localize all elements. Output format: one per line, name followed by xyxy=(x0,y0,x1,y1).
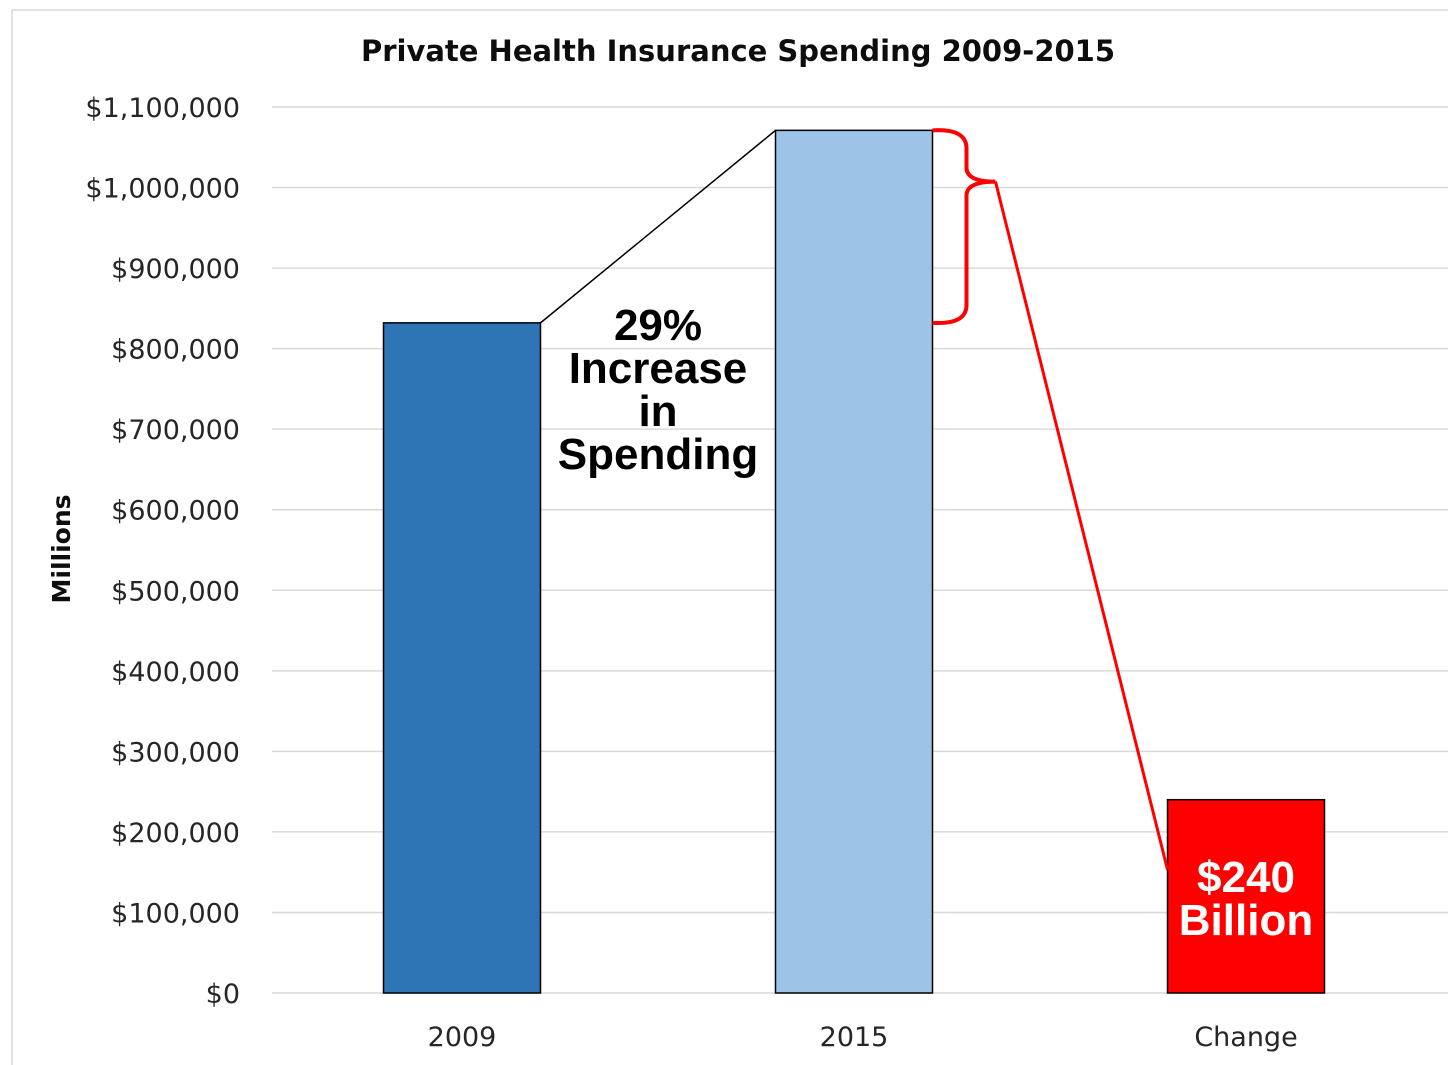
increase-connector xyxy=(540,129,776,324)
x-tick-label: Change xyxy=(1194,1022,1297,1053)
bar-change xyxy=(1166,798,1326,994)
change-annotation: $240 xyxy=(1197,853,1295,902)
increase-annotation: Spending xyxy=(558,430,758,479)
y-axis-ticks: $0 $100,000 $200,000 $300,000 $400,000 $500,0… xyxy=(85,93,240,1010)
increase-annotation: Increase xyxy=(569,344,748,393)
y-tick-label: $600,000 xyxy=(111,496,240,527)
increase-annotation: 29% xyxy=(614,301,702,350)
x-axis-labels: 2009 2015 Change xyxy=(428,1022,1298,1053)
chart-title: Private Health Insurance Spending 2009-2… xyxy=(361,34,1115,68)
y-tick-label: $200,000 xyxy=(111,818,240,849)
increase-line xyxy=(540,129,776,324)
y-tick-label: $300,000 xyxy=(111,737,240,768)
bars xyxy=(382,129,1326,994)
bar-2009 xyxy=(382,322,542,994)
bracket-pointer-line xyxy=(994,181,1169,871)
y-tick-label: $100,000 xyxy=(111,898,240,929)
change-bracket xyxy=(932,128,1169,871)
y-tick-label: $0 xyxy=(206,979,240,1010)
increase-annotation: in xyxy=(638,387,677,436)
change-annotation: Billion xyxy=(1179,896,1313,945)
y-tick-label: $400,000 xyxy=(111,657,240,688)
y-tick-label: $1,100,000 xyxy=(85,93,240,124)
x-tick-label: 2009 xyxy=(428,1022,497,1053)
y-tick-label: $800,000 xyxy=(111,335,240,366)
y-tick-label: $1,000,000 xyxy=(85,174,240,205)
bar-2015 xyxy=(774,129,934,994)
y-tick-label: $700,000 xyxy=(111,415,240,446)
x-tick-label: 2015 xyxy=(820,1022,889,1053)
y-tick-label: $900,000 xyxy=(111,254,240,285)
y-tick-label: $500,000 xyxy=(111,576,240,607)
y-axis-label: Millions xyxy=(47,494,76,603)
